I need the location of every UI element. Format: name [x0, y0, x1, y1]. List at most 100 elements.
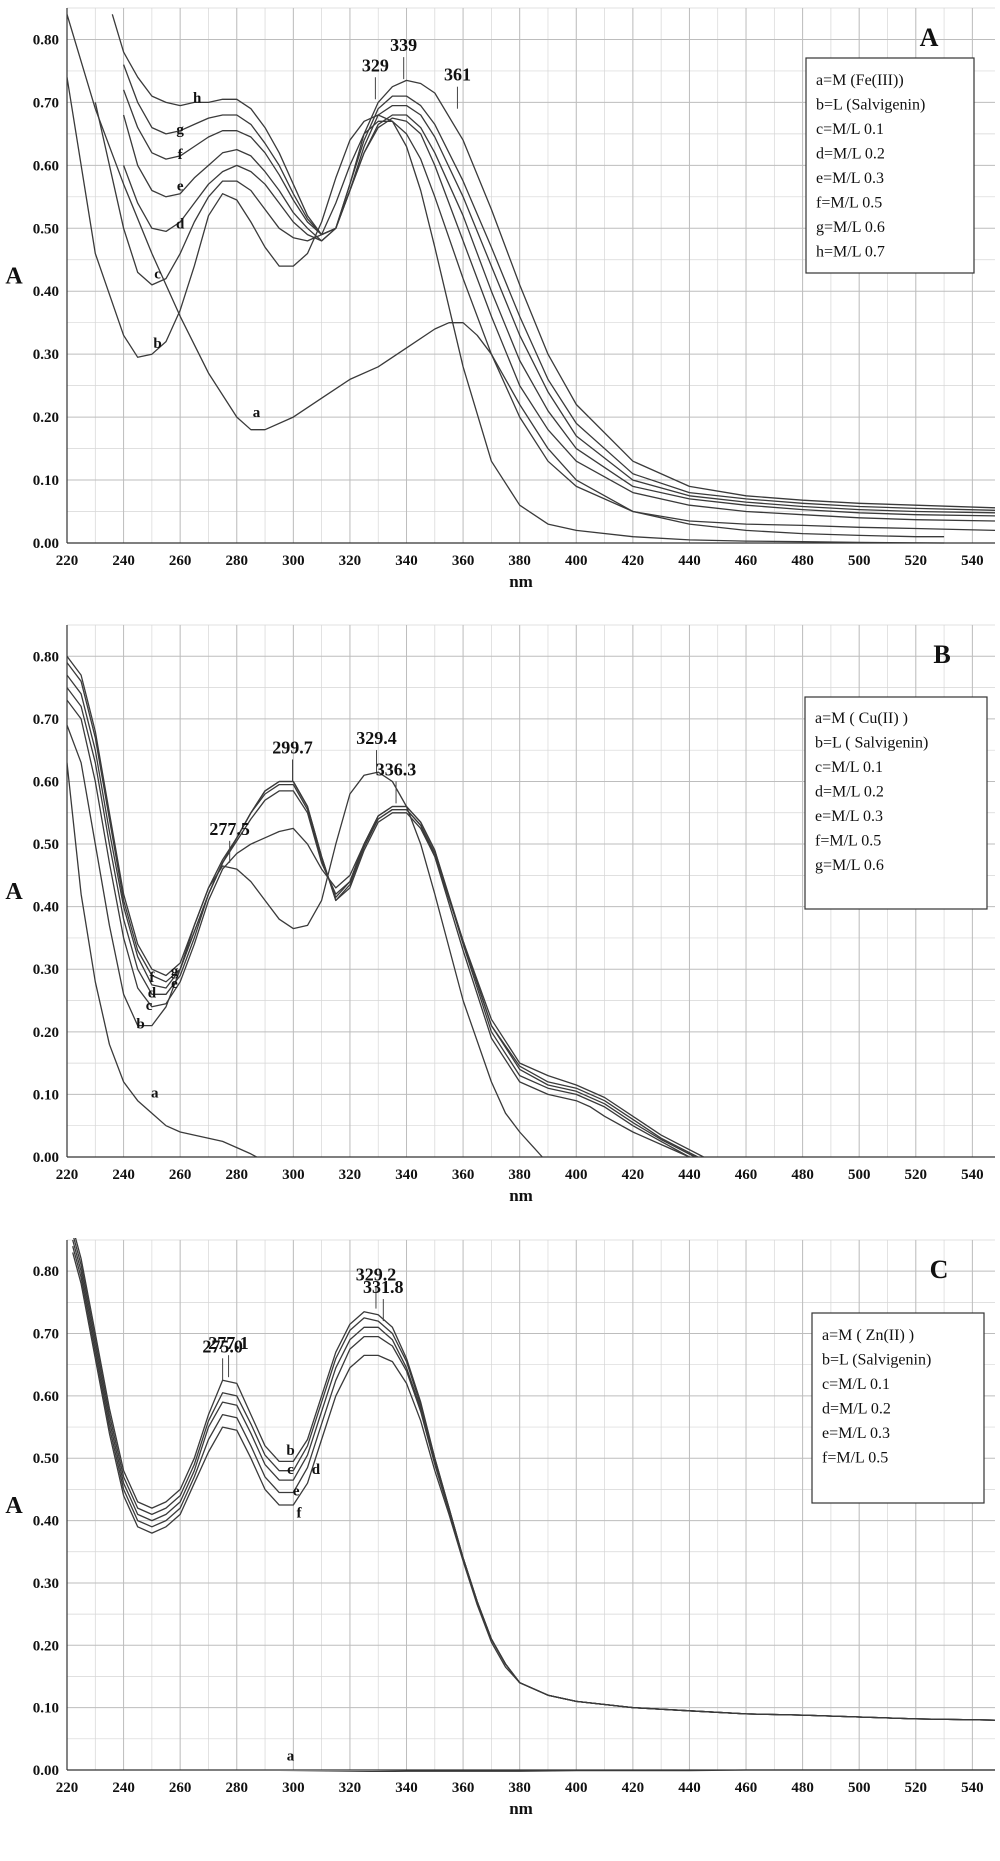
y-tick-label: 0.80 [33, 32, 59, 48]
y-tick-label: 0.70 [33, 95, 59, 111]
series-line-g [67, 655, 704, 1158]
legend-entry: d=M/L 0.2 [816, 146, 885, 163]
legend-entry: c=M/L 0.1 [815, 759, 883, 776]
legend-entry: b=L (Salvigenin) [816, 97, 925, 114]
series-line-c [94, 102, 995, 532]
series-label-d: d [176, 216, 185, 232]
peak-label: 329.4 [356, 728, 397, 748]
x-axis-label: nm [509, 1799, 533, 1818]
y-tick-label: 0.60 [33, 774, 59, 790]
x-axis-label: nm [509, 1186, 533, 1205]
x-tick-label: 440 [678, 1780, 701, 1796]
series-line-b [67, 724, 543, 1158]
peak-label: 339 [390, 35, 417, 55]
panel-label: C [930, 1255, 949, 1284]
y-tick-label: 0.00 [33, 536, 59, 552]
legend-entry: c=M/L 0.1 [822, 1376, 890, 1393]
panel-label: A [920, 23, 939, 52]
x-tick-label: 240 [112, 553, 135, 569]
x-tick-label: 300 [282, 553, 305, 569]
legend-entry: c=M/L 0.1 [816, 121, 884, 138]
x-tick-label: 360 [452, 1167, 475, 1183]
x-tick-label: 420 [622, 1780, 645, 1796]
series-line-h [111, 14, 995, 509]
series-label-e: e [177, 179, 184, 195]
x-tick-label: 380 [508, 1780, 531, 1796]
legend-entry: e=M/L 0.3 [822, 1425, 890, 1442]
peak-label: 277.5 [209, 819, 250, 839]
legend-entry: b=L (Salvigenin) [822, 1352, 931, 1369]
x-tick-label: 360 [452, 1780, 475, 1796]
chart-panel-a: 220 240 260 280 300 320 340 360 380 400 420 440 460 4… [5, 7, 995, 591]
y-tick-label: 0.10 [33, 1087, 59, 1103]
legend-entry: b=L ( Salvigenin) [815, 735, 928, 752]
x-tick-label: 540 [961, 553, 984, 569]
series-line-f [72, 1252, 995, 1721]
x-tick-label: 520 [905, 553, 928, 569]
series-line-b [67, 77, 945, 544]
y-tick-label: 0.80 [33, 1264, 59, 1280]
legend-entry: f=M/L 0.5 [822, 1450, 888, 1467]
series-label-d: d [148, 985, 157, 1001]
legend-entry: d=M/L 0.2 [815, 784, 884, 801]
series-label-b: b [153, 336, 161, 352]
series-label-e: e [171, 976, 178, 992]
peak-label: 361 [444, 65, 471, 85]
legend: a=M (Fe(III)) b=L (Salvigenin) c=M/L 0.1 d=… [805, 57, 975, 274]
series-line-e [122, 114, 995, 517]
y-tick-label: 0.40 [33, 1514, 59, 1530]
legend-box [804, 696, 988, 910]
x-tick-label: 460 [735, 1780, 758, 1796]
legend-entry: e=M/L 0.3 [816, 170, 884, 187]
peak-label: 299.7 [272, 737, 313, 757]
x-tick-label: 320 [339, 1167, 362, 1183]
x-tick-label: 240 [112, 1167, 135, 1183]
legend-entry: a=M ( Cu(II) ) [815, 710, 908, 727]
y-tick-label: 0.40 [33, 900, 59, 916]
x-tick-label: 320 [339, 1780, 362, 1796]
series-line-a [67, 14, 945, 538]
y-tick-label: 0.40 [33, 284, 59, 300]
series-line-f [122, 89, 995, 514]
series-line-e [67, 674, 696, 1158]
y-tick-label: 0.50 [33, 1451, 59, 1467]
series-label-g: g [171, 963, 179, 979]
series-label-e: e [293, 1484, 300, 1500]
series-group [72, 1238, 995, 1772]
series-label-g: g [176, 122, 184, 138]
series-label-a: a [253, 405, 261, 421]
x-tick-label: 340 [395, 1780, 418, 1796]
chart-panel-b: 220 240 260 280 300 320 340 360 380 400 420 440 460 4… [5, 624, 995, 1205]
x-tick-label: 400 [565, 553, 588, 569]
x-tick-label: 400 [565, 1780, 588, 1796]
y-axis-label: A [5, 1493, 23, 1519]
x-tick-label: 300 [282, 1167, 305, 1183]
x-tick-label: 460 [735, 1167, 758, 1183]
x-tick-label: 480 [791, 553, 814, 569]
y-tick-label: 0.10 [33, 1701, 59, 1717]
y-tick-label: 0.30 [33, 347, 59, 363]
series-label-f: f [178, 147, 184, 163]
series-line-a [279, 1769, 995, 1772]
series-line-a [67, 762, 257, 1158]
series-label-h: h [193, 90, 202, 106]
x-tick-label: 500 [848, 1780, 871, 1796]
peak-label: 336.3 [376, 759, 417, 779]
y-tick-label: 0.30 [33, 962, 59, 978]
y-tick-label: 0.50 [33, 837, 59, 853]
y-tick-label: 0.00 [33, 1150, 59, 1166]
series-line-g [122, 64, 995, 511]
x-tick-label: 400 [565, 1167, 588, 1183]
legend-entry: f=M/L 0.5 [816, 195, 882, 212]
legend-entry: f=M/L 0.5 [815, 833, 881, 850]
x-tick-label: 500 [848, 1167, 871, 1183]
x-tick-label: 540 [961, 1780, 984, 1796]
x-tick-label: 260 [169, 553, 192, 569]
x-tick-label: 480 [791, 1167, 814, 1183]
x-tick-label: 280 [226, 1167, 249, 1183]
peak-label: 277.1 [208, 1333, 249, 1353]
chart-panel-c: 220 240 260 280 300 320 340 360 380 400 420 440 460 4… [5, 1238, 995, 1818]
y-tick-label: 0.20 [33, 1638, 59, 1654]
y-tick-label: 0.20 [33, 1025, 59, 1041]
x-tick-label: 500 [848, 553, 871, 569]
